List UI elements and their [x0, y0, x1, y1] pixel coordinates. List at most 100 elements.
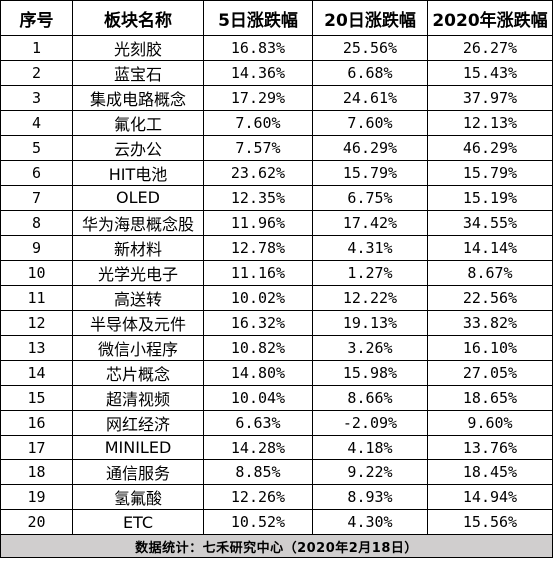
- change-5day: 12.78%: [203, 234, 313, 261]
- sector-name: 氢氟酸: [72, 484, 204, 511]
- change-2020: 33.82%: [427, 309, 553, 336]
- table-row: 9 新材料 12.78% 4.31% 14.14%: [0, 234, 553, 261]
- sector-name: 微信小程序: [72, 334, 204, 361]
- sector-name: 云办公: [72, 135, 204, 161]
- row-index: 18: [0, 459, 73, 486]
- sector-name: 高送转: [72, 284, 204, 311]
- change-2020: 14.94%: [427, 484, 553, 511]
- change-5day: 14.28%: [203, 434, 313, 461]
- sector-name: 半导体及元件: [72, 309, 204, 336]
- sector-name: 通信服务: [72, 459, 204, 486]
- change-20day: 25.56%: [312, 35, 428, 61]
- change-20day: 6.75%: [312, 185, 428, 211]
- change-5day: 12.35%: [203, 185, 313, 211]
- change-20day: 8.66%: [312, 384, 428, 411]
- table-row: 7 OLED 12.35% 6.75% 15.19%: [0, 185, 553, 211]
- change-20day: 3.26%: [312, 334, 428, 361]
- sector-name: 集成电路概念: [72, 85, 204, 111]
- sector-name: 光刻胶: [72, 35, 204, 61]
- change-20day: 15.98%: [312, 359, 428, 386]
- row-index: 5: [0, 135, 73, 161]
- change-20day: 6.68%: [312, 60, 428, 86]
- change-20day: 4.30%: [312, 509, 428, 536]
- table-row: 4 氟化工 7.60% 7.60% 12.13%: [0, 110, 553, 136]
- row-index: 20: [0, 509, 73, 536]
- table-row: 19 氢氟酸 12.26% 8.93% 14.94%: [0, 484, 553, 511]
- sector-name: 超清视频: [72, 384, 204, 411]
- change-5day: 12.26%: [203, 484, 313, 511]
- row-index: 14: [0, 359, 73, 386]
- table-row: 17 MINILED 14.28% 4.18% 13.76%: [0, 434, 553, 461]
- change-2020: 15.19%: [427, 185, 553, 211]
- change-2020: 22.56%: [427, 284, 553, 311]
- change-5day: 14.80%: [203, 359, 313, 386]
- row-index: 2: [0, 60, 73, 86]
- change-5day: 10.02%: [203, 284, 313, 311]
- header-index: 序号: [0, 0, 73, 36]
- change-5day: 16.83%: [203, 35, 313, 61]
- change-5day: 23.62%: [203, 160, 313, 186]
- row-index: 10: [0, 259, 73, 286]
- row-index: 19: [0, 484, 73, 511]
- table-row: 10 光学光电子 11.16% 1.27% 8.67%: [0, 259, 553, 286]
- header-sector-name: 板块名称: [72, 0, 204, 36]
- change-5day: 8.85%: [203, 459, 313, 486]
- sector-name: 新材料: [72, 234, 204, 261]
- change-20day: 4.18%: [312, 434, 428, 461]
- change-2020: 18.45%: [427, 459, 553, 486]
- sector-name: MINILED: [72, 434, 204, 461]
- change-20day: 19.13%: [312, 309, 428, 336]
- sector-name: OLED: [72, 185, 204, 211]
- header-2020-change: 2020年涨跌幅: [427, 0, 553, 36]
- change-5day: 17.29%: [203, 85, 313, 111]
- change-20day: -2.09%: [312, 409, 428, 436]
- change-20day: 4.31%: [312, 234, 428, 261]
- change-2020: 15.43%: [427, 60, 553, 86]
- table-row: 20 ETC 10.52% 4.30% 15.56%: [0, 509, 553, 536]
- change-5day: 11.96%: [203, 209, 313, 236]
- table-body: 1 光刻胶 16.83% 25.56% 26.27% 2 蓝宝石 14.36% 6.68% 15.…: [0, 35, 553, 536]
- change-2020: 12.13%: [427, 110, 553, 136]
- change-20day: 24.61%: [312, 85, 428, 111]
- table-row: 14 芯片概念 14.80% 15.98% 27.05%: [0, 359, 553, 386]
- row-index: 4: [0, 110, 73, 136]
- table-row: 3 集成电路概念 17.29% 24.61% 37.97%: [0, 85, 553, 111]
- header-5day-change: 5日涨跌幅: [203, 0, 313, 36]
- row-index: 17: [0, 434, 73, 461]
- table-row: 15 超清视频 10.04% 8.66% 18.65%: [0, 384, 553, 411]
- table-row: 1 光刻胶 16.83% 25.56% 26.27%: [0, 35, 553, 61]
- change-5day: 10.52%: [203, 509, 313, 536]
- change-5day: 10.04%: [203, 384, 313, 411]
- row-index: 3: [0, 85, 73, 111]
- header-20day-change: 20日涨跌幅: [312, 0, 428, 36]
- table-row: 13 微信小程序 10.82% 3.26% 16.10%: [0, 334, 553, 361]
- change-2020: 18.65%: [427, 384, 553, 411]
- change-2020: 16.10%: [427, 334, 553, 361]
- change-2020: 37.97%: [427, 85, 553, 111]
- change-2020: 14.14%: [427, 234, 553, 261]
- change-2020: 9.60%: [427, 409, 553, 436]
- table-row: 18 通信服务 8.85% 9.22% 18.45%: [0, 459, 553, 486]
- change-5day: 6.63%: [203, 409, 313, 436]
- change-20day: 1.27%: [312, 259, 428, 286]
- sector-name: 网红经济: [72, 409, 204, 436]
- table-row: 11 高送转 10.02% 12.22% 22.56%: [0, 284, 553, 311]
- change-2020: 34.55%: [427, 209, 553, 236]
- header-row: 序号 板块名称 5日涨跌幅 20日涨跌幅 2020年涨跌幅: [0, 0, 553, 36]
- row-index: 9: [0, 234, 73, 261]
- sector-name: 氟化工: [72, 110, 204, 136]
- change-2020: 13.76%: [427, 434, 553, 461]
- change-20day: 7.60%: [312, 110, 428, 136]
- change-2020: 27.05%: [427, 359, 553, 386]
- table-row: 5 云办公 7.57% 46.29% 46.29%: [0, 135, 553, 161]
- change-5day: 16.32%: [203, 309, 313, 336]
- row-index: 12: [0, 309, 73, 336]
- row-index: 15: [0, 384, 73, 411]
- change-2020: 46.29%: [427, 135, 553, 161]
- row-index: 11: [0, 284, 73, 311]
- row-index: 8: [0, 209, 73, 236]
- change-2020: 15.79%: [427, 160, 553, 186]
- sector-name: HIT电池: [72, 160, 204, 186]
- data-source-note: 数据统计：七禾研究中心（2020年2月18日）: [0, 534, 553, 559]
